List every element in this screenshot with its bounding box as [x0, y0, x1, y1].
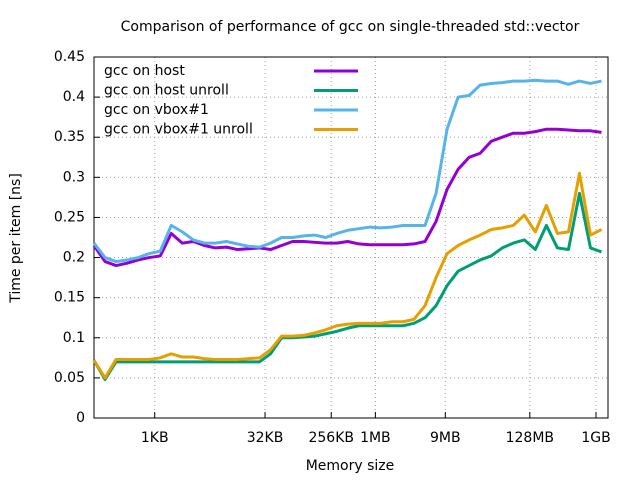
x-tick-label: 1MB: [360, 430, 391, 446]
y-tick-label: 0: [76, 410, 85, 426]
series-line: [92, 78, 602, 264]
y-tick-label: 0.4: [63, 89, 85, 105]
x-tick-label: 9MB: [430, 430, 461, 446]
x-tick-label: 256KB: [308, 430, 354, 446]
y-tick-label: 0.45: [54, 49, 85, 65]
y-tick-label: 0.1: [63, 330, 85, 346]
y-tick-label: 0.2: [63, 250, 85, 266]
y-tick-label: 0.25: [54, 209, 85, 225]
x-tick-label: 32KB: [247, 430, 284, 446]
y-axis-label: Time per item [ns]: [8, 173, 24, 304]
legend-label: gcc on vbox#1 unroll: [104, 122, 253, 138]
series-line: [92, 127, 602, 268]
plot-frame: [93, 56, 609, 419]
series-line: [92, 171, 603, 380]
series-line: [92, 191, 603, 381]
y-tick-label: 0.05: [54, 370, 85, 386]
y-tick-label: 0.3: [63, 169, 85, 185]
x-tick-label: 128MB: [506, 430, 554, 446]
x-axis-label: Memory size: [306, 458, 395, 474]
x-tick-label: 1KB: [141, 430, 169, 446]
x-tick-label: 1GB: [581, 430, 610, 446]
legend-label: gcc on host unroll: [104, 83, 229, 99]
legend-label: gcc on vbox#1: [104, 102, 209, 118]
legend-label: gcc on host: [104, 63, 185, 79]
y-tick-label: 0.15: [54, 290, 85, 306]
y-tick-label: 0.35: [54, 129, 85, 145]
chart-title: Comparison of performance of gcc on sing…: [121, 19, 580, 35]
